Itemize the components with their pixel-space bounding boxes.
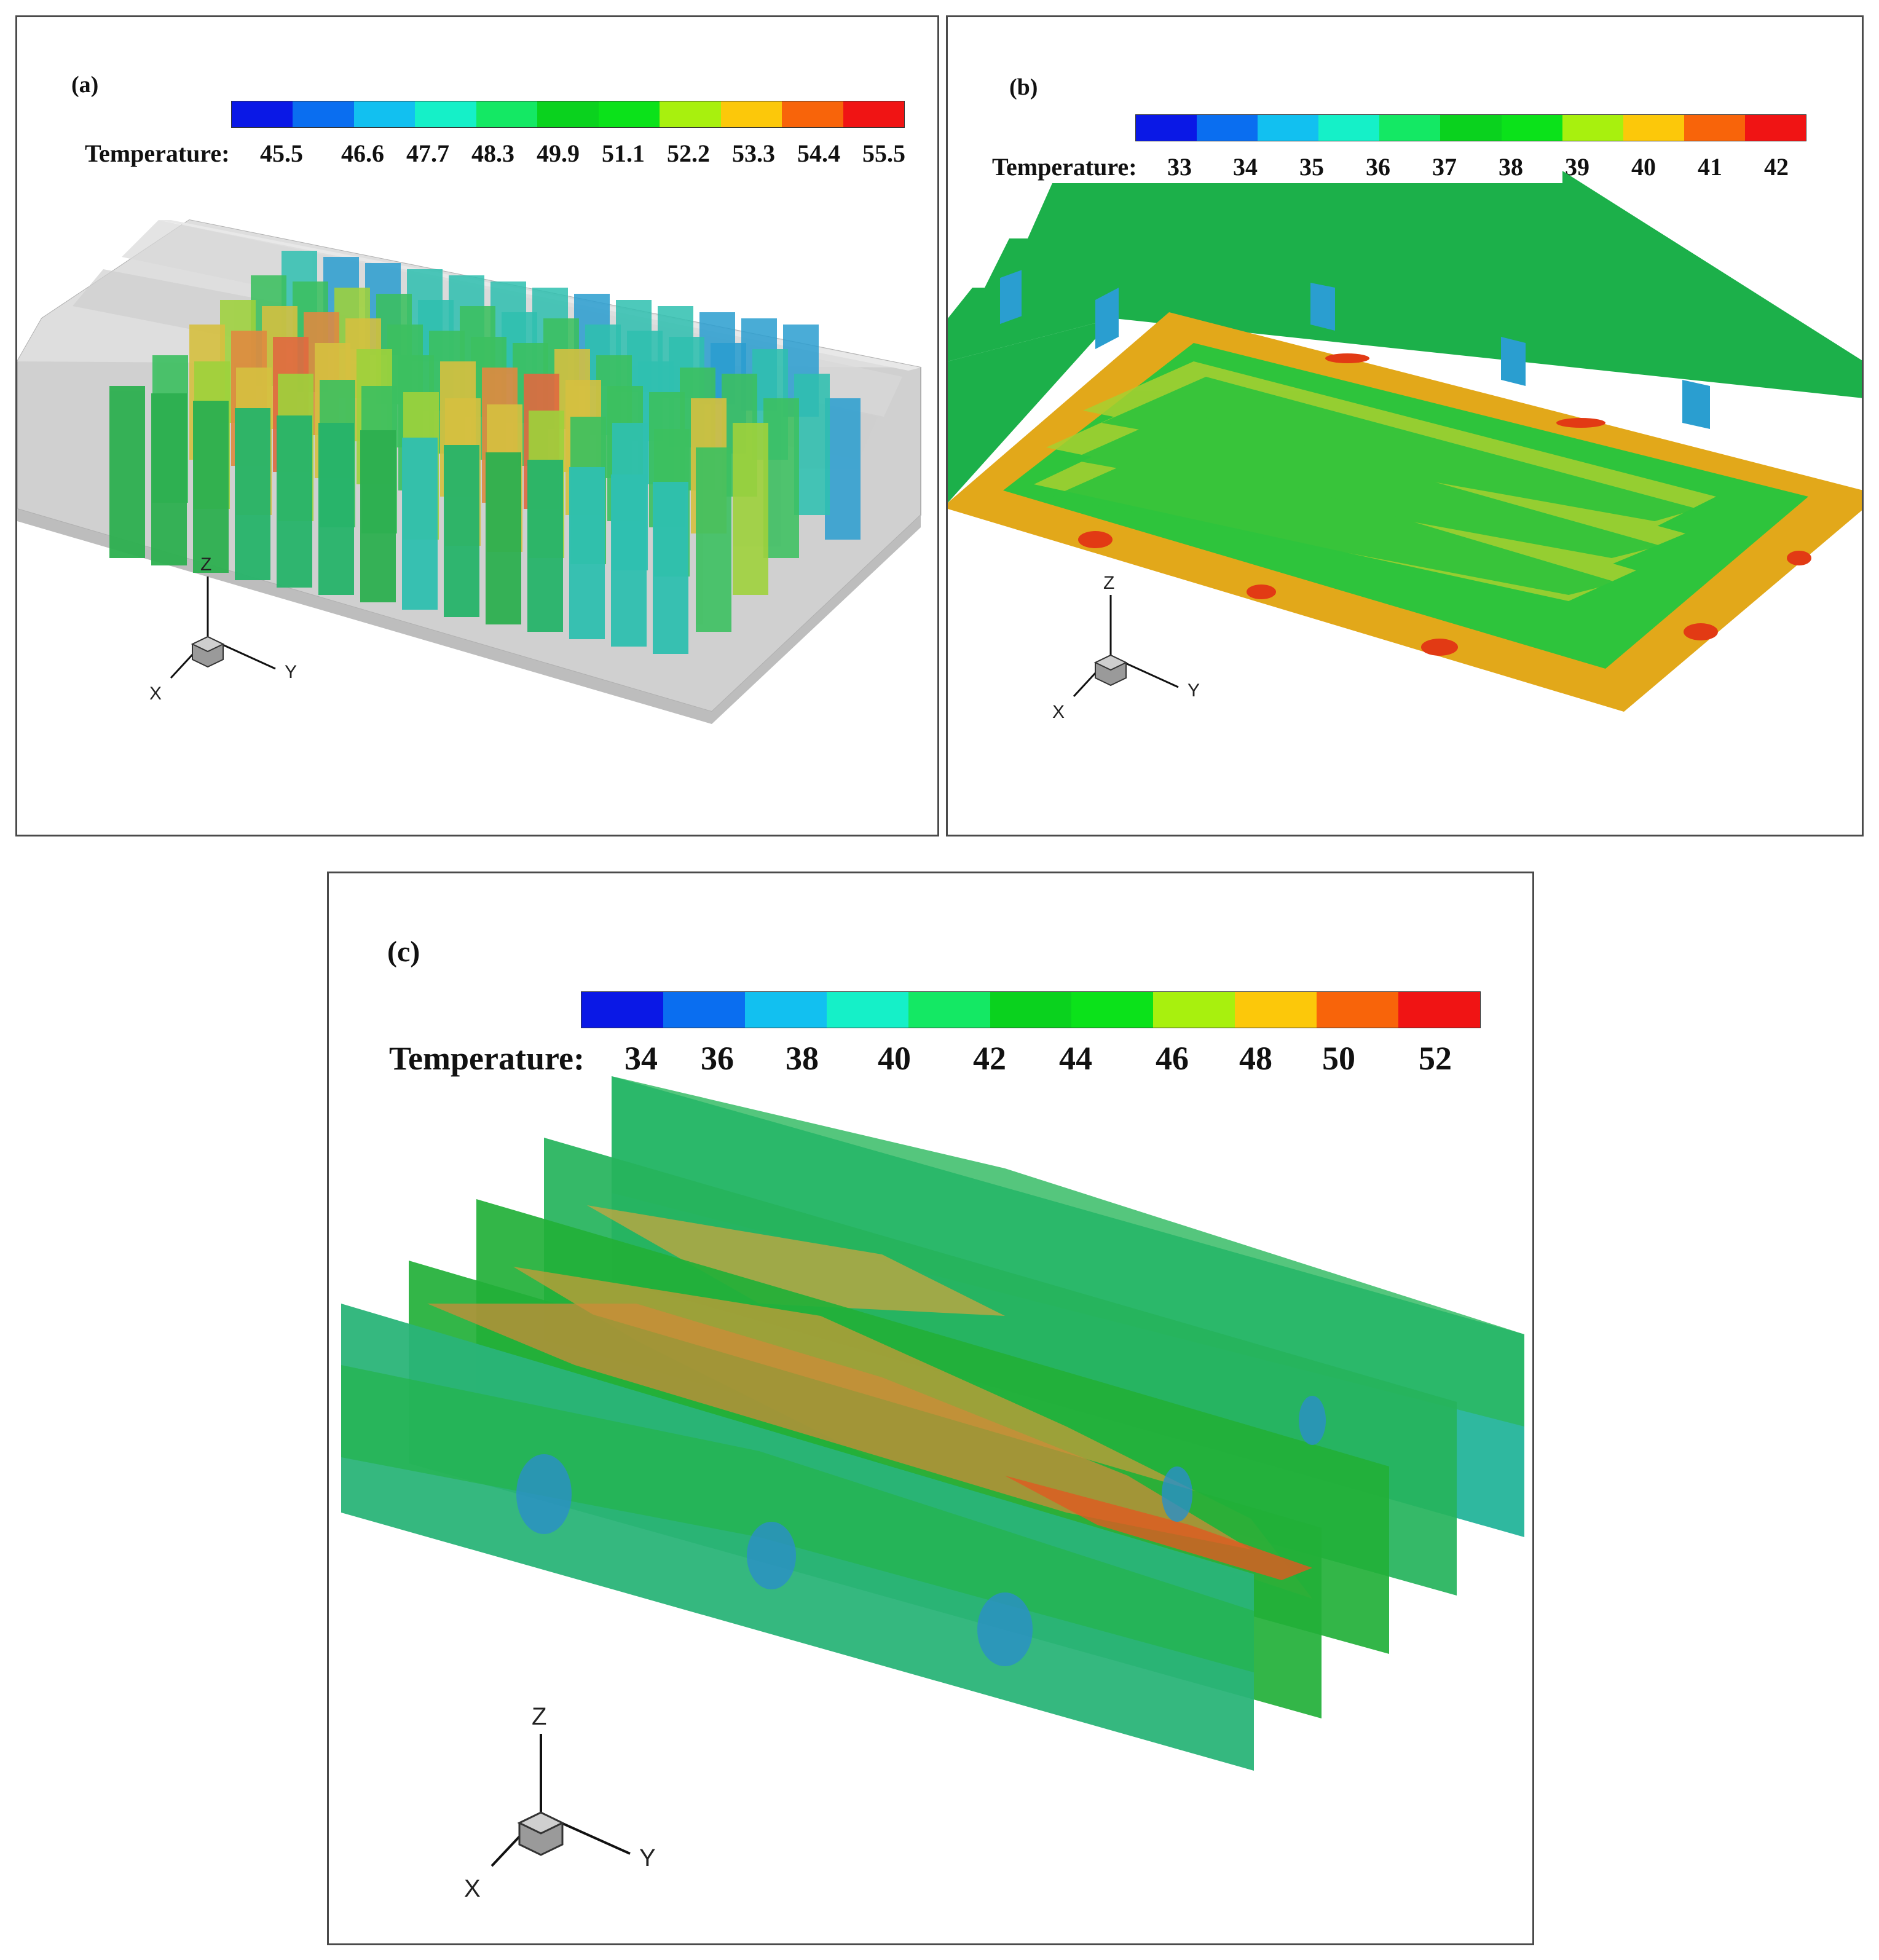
- colorbar-swatch: [1197, 115, 1258, 141]
- tick-label: 48.3: [471, 140, 514, 167]
- colorbar-swatch: [1379, 115, 1441, 141]
- axis-label-y: Y: [285, 662, 297, 682]
- colorbar-swatch: [1318, 115, 1380, 141]
- legend-title-a: Temperature:: [85, 140, 230, 167]
- colorbar-swatch: [415, 101, 476, 127]
- axis-triad-a: Z Y X: [149, 554, 297, 704]
- tick-label: 38: [786, 1040, 819, 1077]
- tick-label: 36: [1366, 153, 1390, 181]
- colorbar-swatch: [744, 992, 827, 1028]
- panel-b: (b) Temperature: 33 34 35 36 37 38 39 40…: [946, 15, 1864, 836]
- tick-label: 40: [1631, 153, 1656, 181]
- colorbar-swatch: [663, 992, 745, 1028]
- legend-title-c: Temperature:: [389, 1040, 585, 1077]
- colorbar-swatch: [1398, 992, 1480, 1028]
- vertical-slices-plot-c: Z Y X: [341, 1076, 1524, 1902]
- tick-label: 47.7: [406, 140, 449, 167]
- colorbar-swatch: [581, 992, 663, 1028]
- colorbar-swatch: [908, 992, 990, 1028]
- tick-label: 37: [1432, 153, 1457, 181]
- tick-label: 51.1: [602, 140, 645, 167]
- legend-title-b: Temperature:: [992, 153, 1137, 181]
- tick-label: 36: [701, 1040, 734, 1077]
- axis-label-x: X: [1052, 702, 1065, 722]
- colorbar-swatch: [293, 101, 354, 127]
- colorbar-swatch: [660, 101, 721, 127]
- panel-a: (a) Temperature: 45.5 46.6 47.7 48.3 49.…: [15, 15, 939, 836]
- tick-label: 50: [1322, 1040, 1355, 1077]
- greenhouse-plant-plot-a: Z Y X: [17, 219, 921, 724]
- colorbar-swatch: [1744, 115, 1806, 141]
- colorbar-swatch: [476, 101, 538, 127]
- tick-label: 52.2: [667, 140, 710, 167]
- tick-label: 54.4: [797, 140, 840, 167]
- colorbar-swatch: [1317, 992, 1399, 1028]
- tick-label: 40: [878, 1040, 911, 1077]
- colorbar-swatch: [1684, 115, 1745, 141]
- tick-label: 45.5: [260, 140, 303, 167]
- colorbar-swatch: [990, 992, 1072, 1028]
- panel-label-c: (c): [387, 935, 420, 968]
- axis-triad-c: Z Y X: [464, 1703, 656, 1902]
- axis-label-z: Z: [532, 1703, 546, 1730]
- panel-c: (c) Temperature: 34 36 38 40 42 44 46 48…: [327, 872, 1534, 1945]
- axis-label-z: Z: [200, 554, 211, 575]
- colorbar-swatch: [826, 992, 908, 1028]
- colorbar-swatch: [598, 101, 660, 127]
- tick-label: 49.9: [537, 140, 580, 167]
- tick-label: 44: [1059, 1040, 1092, 1077]
- tick-label: 41: [1698, 153, 1722, 181]
- axis-label-y: Y: [1188, 680, 1200, 701]
- axis-label-x: X: [149, 683, 162, 704]
- panel-label-b: (b): [1009, 74, 1038, 100]
- tick-label: 34: [1233, 153, 1258, 181]
- colorbar-b: [1135, 114, 1806, 141]
- tick-label: 35: [1299, 153, 1324, 181]
- colorbar-swatch: [232, 101, 293, 127]
- axis-label-z: Z: [1103, 573, 1114, 593]
- colorbar-swatch: [1235, 992, 1317, 1028]
- tick-label: 46.6: [341, 140, 384, 167]
- colorbar-swatch: [1440, 115, 1502, 141]
- colorbar-swatch: [1562, 115, 1623, 141]
- floor-temperature-plot-b: Z Y X: [948, 171, 1862, 722]
- tick-label: 38: [1499, 153, 1523, 181]
- colorbar-swatch: [843, 101, 904, 127]
- tick-label: 42: [973, 1040, 1006, 1077]
- tick-label: 52: [1419, 1040, 1452, 1077]
- tick-label: 53.3: [732, 140, 775, 167]
- tick-label: 34: [624, 1040, 658, 1077]
- colorbar-swatch: [1153, 992, 1235, 1028]
- tick-label: 42: [1764, 153, 1789, 181]
- colorbar-swatch: [1623, 115, 1684, 141]
- tick-label: 55.5: [862, 140, 905, 167]
- colorbar-swatch: [1136, 115, 1197, 141]
- colorbar-swatch: [1071, 992, 1154, 1028]
- colorbar-swatch: [782, 101, 843, 127]
- colorbar-c: [581, 991, 1481, 1028]
- tick-label: 46: [1156, 1040, 1189, 1077]
- colorbar-swatch: [353, 101, 416, 127]
- tick-label: 48: [1239, 1040, 1272, 1077]
- colorbar-swatch: [1258, 115, 1319, 141]
- axis-label-y: Y: [639, 1844, 656, 1871]
- colorbar-swatch: [720, 101, 782, 127]
- tick-label: 33: [1167, 153, 1192, 181]
- colorbar-a: [231, 101, 905, 128]
- colorbar-swatch: [1501, 115, 1562, 141]
- axis-triad-b: Z Y X: [1052, 573, 1200, 722]
- axis-label-x: X: [464, 1875, 481, 1902]
- colorbar-swatch: [537, 101, 599, 127]
- panel-label-a: (a): [71, 72, 99, 98]
